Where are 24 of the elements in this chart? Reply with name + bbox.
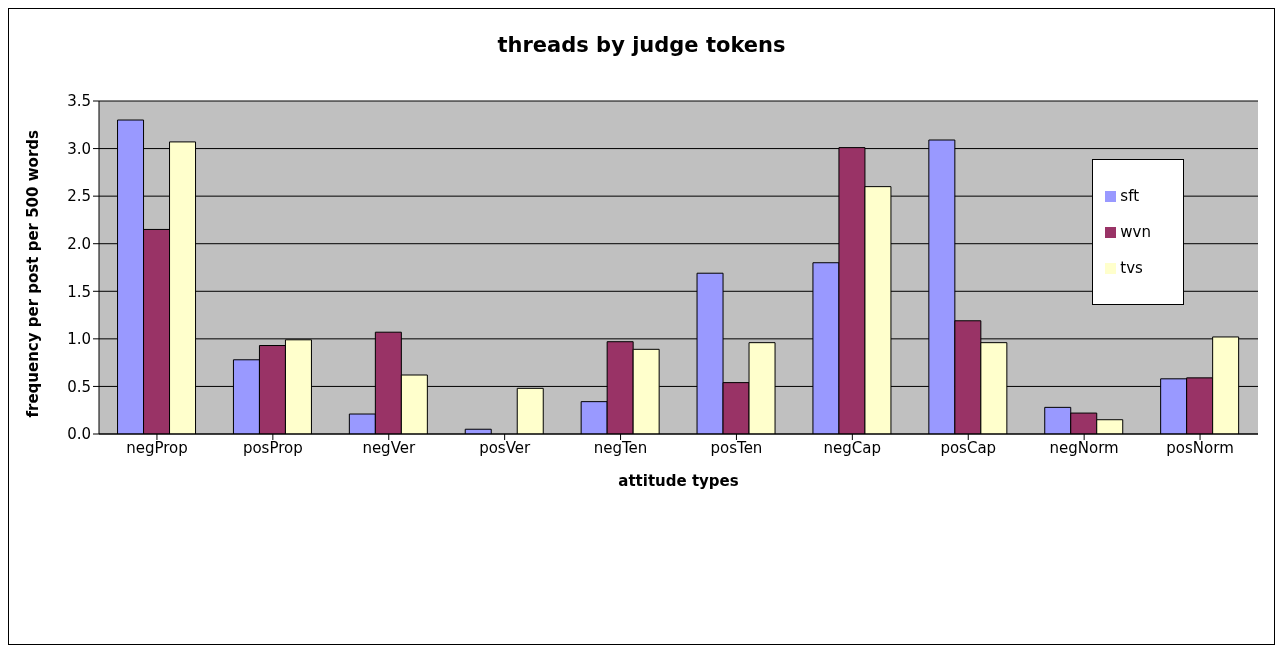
y-tick-label: 1.0 <box>67 330 91 349</box>
y-tick-label: 1.5 <box>67 282 91 301</box>
x-tick-label: posCap <box>940 438 997 457</box>
x-tick-label: negTen <box>593 438 648 457</box>
x-tick-label: negCap <box>823 438 882 457</box>
x-tick-label: posTen <box>710 438 763 457</box>
chart-title: threads by judge tokens <box>496 33 787 57</box>
y-tick-label: 2.5 <box>67 187 91 206</box>
x-tick-label: posNorm <box>1166 438 1234 457</box>
x-tick-label: posProp <box>242 438 303 457</box>
x-tick-label: negVer <box>362 438 416 457</box>
legend-label: sft <box>1120 187 1140 205</box>
legend-label: wvn <box>1120 223 1151 241</box>
x-tick-label: posVer <box>479 438 531 457</box>
y-tick-label: 3.0 <box>67 139 91 158</box>
x-tick-label: negProp <box>126 438 188 457</box>
y-tick-label: 0.5 <box>67 377 91 396</box>
y-tick-label: 0.0 <box>67 425 91 444</box>
y-tick-label: 3.5 <box>67 92 91 111</box>
x-axis-title: attitude types <box>618 472 739 490</box>
y-axis-title: frequency per post per 500 words <box>24 129 43 418</box>
legend-label: tvs <box>1120 259 1143 277</box>
x-tick-label: negNorm <box>1049 438 1119 457</box>
y-tick-label: 2.0 <box>67 235 91 254</box>
